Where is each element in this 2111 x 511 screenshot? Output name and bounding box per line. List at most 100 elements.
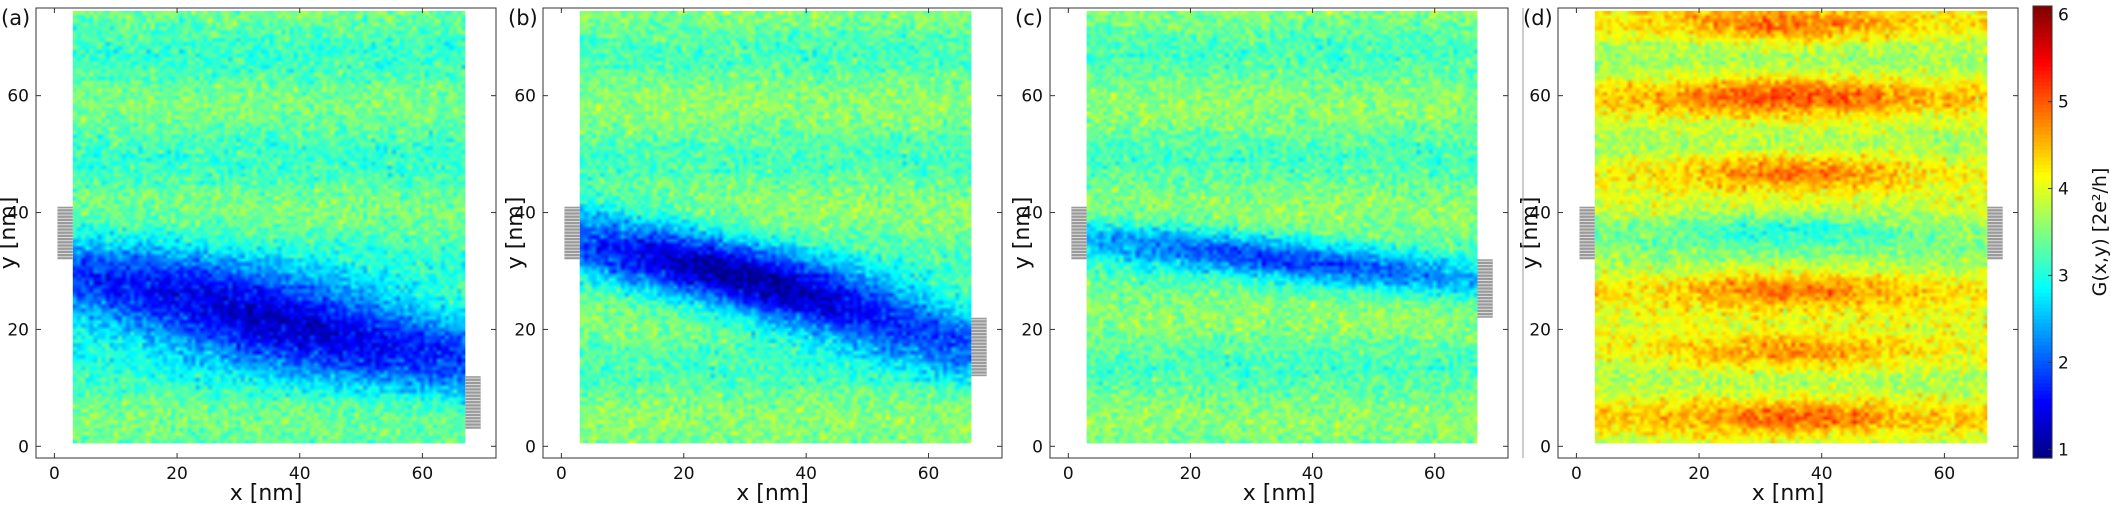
colorbar-segment	[2033, 130, 2052, 135]
lead-block	[564, 206, 580, 260]
colorbar-segment	[2033, 262, 2052, 267]
colorbar-segment	[2033, 273, 2052, 278]
colorbar-segment	[2033, 416, 2052, 421]
colorbar-segment	[2033, 66, 2052, 71]
colorbar-segment	[2033, 296, 2052, 301]
panel-label: (b)	[508, 6, 538, 30]
colorbar-segment	[2033, 213, 2052, 218]
colorbar-segment	[2033, 145, 2052, 150]
x-tick-label: 60	[918, 464, 940, 484]
heatmap-image	[579, 10, 972, 444]
colorbar-segment	[2033, 51, 2052, 56]
colorbar-tick-label: 3	[2058, 266, 2069, 286]
colorbar-segment	[2033, 442, 2052, 448]
colorbar-segment	[2033, 337, 2052, 342]
colorbar-segment	[2033, 6, 2052, 11]
colorbar-segment	[2033, 454, 2052, 459]
colorbar-tick-label: 2	[2058, 353, 2069, 373]
colorbar-segment	[2033, 171, 2052, 177]
colorbar-segment	[2033, 47, 2052, 52]
y-axis-label: y [nm]	[0, 197, 21, 270]
colorbar-segment	[2033, 228, 2052, 233]
colorbar-segment	[2033, 126, 2052, 131]
colorbar-segment	[2033, 115, 2052, 120]
colorbar-segment	[2033, 401, 2052, 406]
colorbar-segment	[2033, 36, 2052, 41]
panel-1: 0 20 40 60 0 20 40 60 x [nm] y [nm] (a)	[0, 6, 497, 506]
colorbar-segment	[2033, 393, 2052, 399]
x-tick-label: 20	[1688, 464, 1710, 484]
y-tick-label: 0	[18, 437, 29, 457]
colorbar-segment	[2033, 412, 2052, 418]
y-tick-label: 0	[1540, 437, 1551, 457]
lead-block	[465, 376, 481, 429]
colorbar-segment	[2033, 277, 2052, 282]
colorbar-segment	[2033, 119, 2052, 124]
colorbar-segment	[2033, 254, 2052, 259]
colorbar-segment	[2033, 111, 2052, 116]
x-tick-label: 0	[49, 464, 60, 484]
colorbar-tick-label: 4	[2058, 180, 2069, 200]
colorbar-segment	[2033, 235, 2052, 241]
colorbar-segment	[2033, 224, 2052, 229]
colorbar-segment	[2033, 427, 2052, 433]
colorbar-segment	[2033, 28, 2052, 33]
colorbar-segment	[2033, 307, 2052, 312]
colorbar-segment	[2033, 288, 2052, 293]
colorbar-segment	[2033, 17, 2052, 22]
colorbar-segment	[2033, 77, 2052, 82]
colorbar-segment	[2033, 43, 2052, 49]
x-tick-label: 0	[1571, 464, 1582, 484]
colorbar-segment	[2033, 247, 2052, 252]
x-tick-label: 60	[1424, 464, 1446, 484]
lead-right	[465, 376, 481, 429]
colorbar-segment	[2033, 54, 2052, 60]
colorbar-segment	[2033, 220, 2052, 226]
colorbar-segment	[2033, 13, 2052, 18]
colorbar-segment	[2033, 314, 2052, 320]
colorbar-segment	[2033, 258, 2052, 263]
x-tick-label: 20	[166, 464, 188, 484]
colorbar-segment	[2033, 322, 2052, 327]
colorbar-gradient	[2032, 5, 2053, 459]
colorbar-segment	[2033, 149, 2052, 154]
x-axis-label: x [nm]	[736, 481, 809, 506]
x-axis-label: x [nm]	[230, 481, 303, 506]
y-tick-label: 20	[514, 320, 536, 340]
colorbar-segment	[2033, 363, 2052, 369]
colorbar-segment	[2033, 269, 2052, 275]
colorbar-segment	[2033, 397, 2052, 403]
colorbar-segment	[2033, 371, 2052, 376]
colorbar-segment	[2033, 39, 2052, 45]
colorbar-segment	[2033, 356, 2052, 361]
y-tick-label: 60	[514, 87, 536, 107]
colorbar-segment	[2033, 243, 2052, 248]
heatmap-image	[72, 10, 466, 444]
heatmap-image	[1086, 10, 1478, 444]
colorbar-segment	[2033, 167, 2052, 173]
colorbar-label: G(x,y) [2e²/h]	[2089, 168, 2111, 297]
colorbar-segment	[2033, 341, 2052, 346]
x-tick-label: 60	[1934, 464, 1956, 484]
colorbar-tick-label: 1	[2058, 440, 2069, 460]
heatmap-image	[1594, 10, 1988, 444]
colorbar-segment	[2033, 326, 2052, 331]
panel-3: 0 20 40 60 0 20 40 60 x [nm] y [nm] (c)	[1010, 6, 1509, 506]
axes-frame	[1557, 7, 2019, 459]
lead-left	[564, 206, 580, 260]
x-tick-label: 40	[795, 464, 817, 484]
colorbar-segment	[2033, 250, 2052, 256]
colorbar-segment	[2033, 435, 2052, 440]
colorbar-segment	[2033, 420, 2052, 425]
lead-block	[57, 206, 73, 260]
lead-right	[1477, 259, 1493, 318]
colorbar-segment	[2033, 175, 2052, 180]
colorbar-frame	[2032, 5, 2053, 459]
colorbar-tick-label: 5	[2058, 93, 2069, 113]
colorbar-segment	[2033, 9, 2052, 15]
colorbar-segment	[2033, 209, 2052, 214]
colorbar-segment	[2033, 198, 2052, 203]
x-tick-label: 20	[1180, 464, 1202, 484]
colorbar-segment	[2033, 299, 2052, 305]
colorbar-segment	[2033, 62, 2052, 67]
